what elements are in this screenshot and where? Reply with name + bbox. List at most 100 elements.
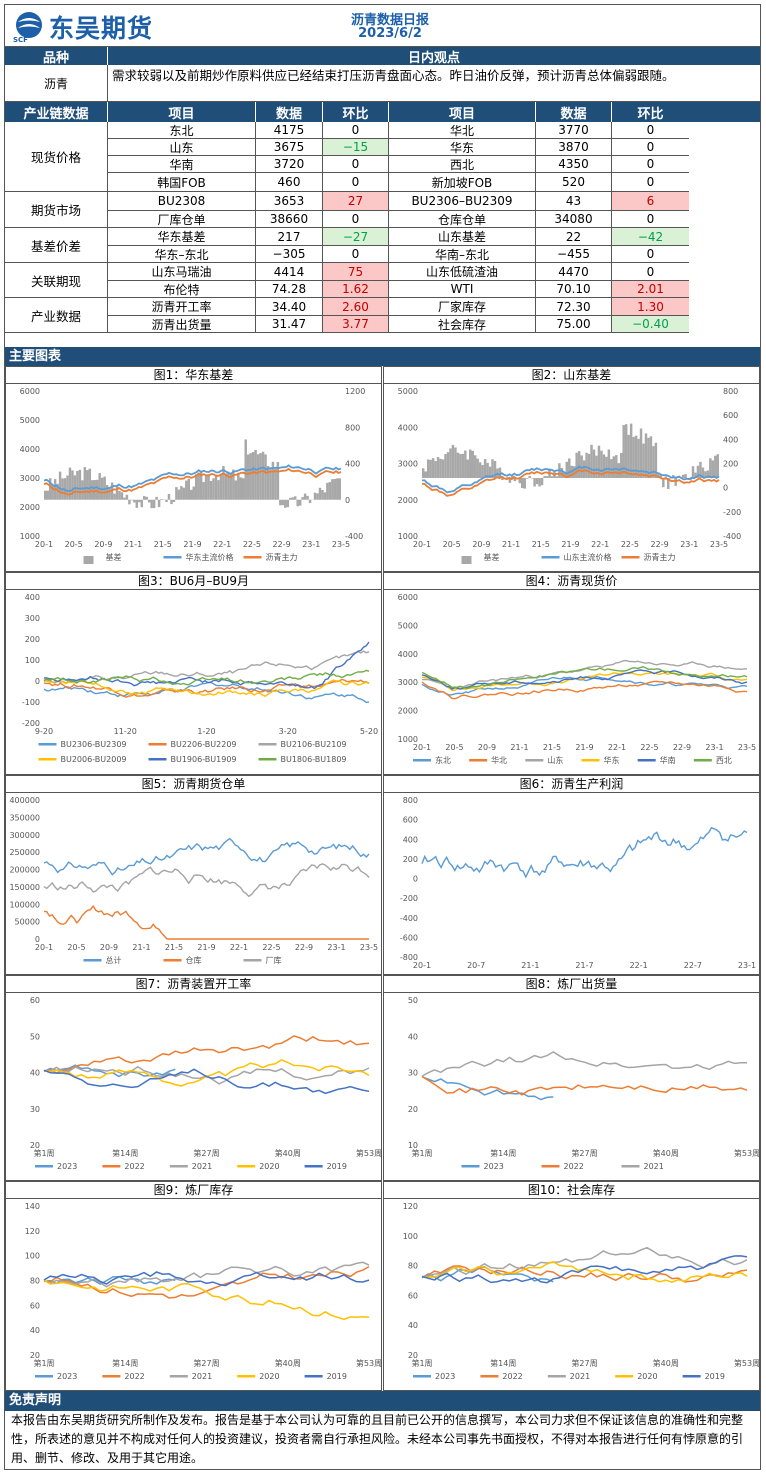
- y-tick-label: 100000: [9, 900, 40, 909]
- x-tick-label: 22-1: [630, 961, 648, 970]
- item-right: BU2306–BU2309: [389, 192, 536, 211]
- legend-label: BU1806-BU1809: [281, 755, 347, 764]
- basis-bar: [133, 499, 136, 503]
- basis-bar: [446, 452, 450, 478]
- y-tick-label: 50: [30, 1032, 40, 1041]
- x-tick-label: 22-5: [262, 943, 280, 952]
- legend-label: 2023: [57, 1162, 77, 1171]
- basis-bar: [644, 433, 648, 478]
- warrant-line: [43, 904, 369, 940]
- x-tick-label: 22-5: [640, 743, 658, 752]
- y-tick-label: 20: [408, 1351, 418, 1360]
- basis-bar: [199, 471, 203, 500]
- change-left: 3.77: [323, 316, 389, 333]
- basis-bar: [237, 472, 240, 500]
- basis-bar: [627, 434, 630, 478]
- basis-bar: [313, 492, 317, 500]
- basis-bar: [222, 465, 225, 500]
- y-tick-label: 0: [35, 677, 40, 686]
- legend-swatch: [83, 959, 102, 962]
- basis-bar: [298, 499, 302, 506]
- basis-bar: [306, 495, 309, 500]
- legend-swatch: [541, 556, 560, 559]
- legend-label: 华东主流价格: [186, 552, 234, 562]
- x-tick-label: 11-20: [114, 727, 137, 736]
- y-tick-label: 4000: [20, 445, 40, 454]
- legend-swatch: [615, 1375, 634, 1378]
- basis-bar: [120, 492, 124, 500]
- chart-title: 图10：社会库存: [384, 1182, 759, 1199]
- logo-subtext: SCF: [13, 36, 28, 44]
- intraday-view-text: 需求较弱以及前期炒作原料供应已经结束打压沥青盘面心态。昨日油价反弹，预计沥青总体…: [108, 65, 760, 102]
- change-right: 0: [612, 211, 689, 228]
- basis-bar: [600, 450, 603, 478]
- chart-plot: 500040003000200010008006004002000-200-40…: [398, 387, 741, 564]
- basis-bar: [138, 499, 141, 503]
- chart-plot: 400000 350000 300000 250000 200000 150000 1000…: [9, 796, 378, 965]
- basis-bar: [555, 476, 559, 478]
- chart-4: 图4：沥青现货价 6000 5000 4000 3000 2000 1000 20-1 20-5…: [383, 572, 760, 775]
- basis-bar: [251, 452, 255, 500]
- spread-line: [43, 650, 370, 685]
- basis-bar: [157, 499, 161, 508]
- x-tick-label: 23-5: [332, 540, 350, 549]
- basis-bar: [83, 467, 87, 500]
- item-right: 山东低硫渣油: [389, 263, 536, 281]
- legend-label: 2019: [705, 1372, 725, 1381]
- change-right: 0: [612, 156, 689, 173]
- basis-bar: [190, 489, 193, 500]
- legend-label: 沥青主力: [644, 552, 676, 562]
- x-tick-label: 22-5: [621, 540, 639, 549]
- x-tick-label: 22-9: [673, 743, 691, 752]
- series-line: [43, 1261, 370, 1288]
- header-1: 项目: [108, 102, 256, 122]
- spread-line: [43, 678, 370, 698]
- x-tick-label: 21-1: [124, 540, 142, 549]
- legend-swatch: [621, 556, 640, 559]
- y-tick-label: -200: [22, 719, 40, 728]
- y-tick-label: 100: [25, 656, 40, 665]
- basis-bar: [239, 477, 242, 500]
- group-2: 基差价差: [5, 228, 108, 263]
- basis-bar: [540, 478, 544, 486]
- basis-bar: [204, 475, 208, 500]
- value-right: 34080: [536, 211, 612, 228]
- basis-bar: [140, 499, 143, 508]
- disclaimer-header: 免责声明: [5, 1391, 760, 1411]
- basis-bar: [595, 455, 598, 478]
- basis-bar: [699, 461, 702, 478]
- basis-bar: [704, 471, 707, 478]
- chart-title: 图7：沥青装置开工率: [6, 976, 381, 993]
- basis-bar: [187, 478, 191, 500]
- x-tick-label: 21-9: [183, 540, 201, 549]
- x-tick-label: 21-9: [575, 743, 593, 752]
- basis-bar: [659, 475, 663, 478]
- y-tick-label: 20: [30, 1141, 40, 1150]
- basis-bar: [461, 453, 465, 478]
- y2-tick-label: 1200: [345, 387, 365, 396]
- x-tick-label: 21-5: [165, 943, 183, 952]
- futures-main-line: [421, 468, 720, 497]
- change-right: −0.40: [612, 316, 689, 333]
- y-tick-label: 100: [25, 1252, 40, 1261]
- chart-title: 图5：沥青期货仓单: [6, 776, 381, 793]
- y-tick-label: 3000: [398, 678, 418, 687]
- basis-bar: [318, 487, 322, 500]
- basis-bar: [523, 478, 526, 489]
- basis-bar: [652, 446, 655, 478]
- report-date: 2023/6/2: [358, 26, 422, 41]
- basis-bar: [459, 453, 462, 478]
- value-left: 38660: [256, 211, 323, 228]
- basis-bar: [483, 459, 487, 478]
- chart-title: 图3：BU6月–BU9月: [6, 573, 381, 590]
- basis-bar: [431, 458, 435, 478]
- basis-bar: [160, 498, 163, 500]
- x-tick-label: 21-5: [532, 540, 550, 549]
- y-tick-label: 200: [25, 635, 40, 644]
- group-3: 关联期现: [5, 263, 108, 298]
- basis-bar: [266, 465, 270, 500]
- basis-bar: [464, 450, 467, 478]
- item-left: 华东基差: [108, 228, 256, 246]
- y-tick-label: 4000: [398, 423, 418, 432]
